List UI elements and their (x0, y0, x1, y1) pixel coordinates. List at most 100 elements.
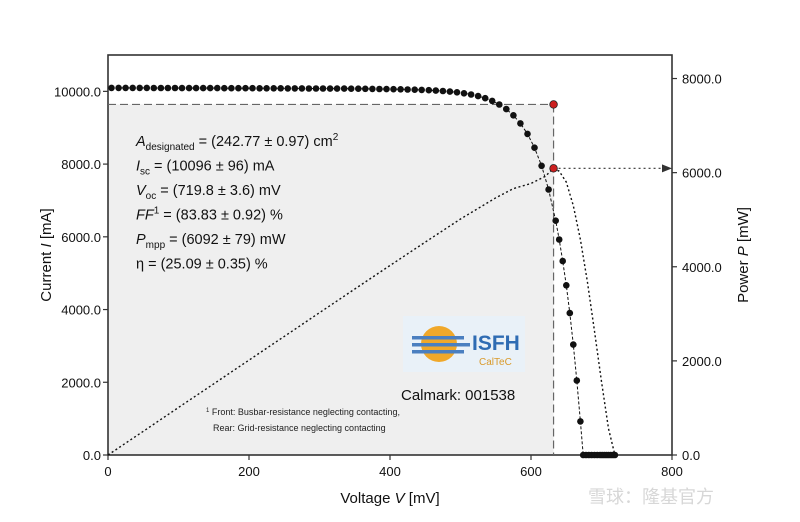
current-data-point (376, 85, 383, 93)
current-data-point (383, 85, 390, 93)
y-axis-right: 0.0 2000.0 4000.0 6000.0 8000.0 (672, 72, 722, 463)
y-tick-label: 10000.0 (54, 84, 101, 99)
current-data-point (510, 112, 517, 119)
current-data-point (545, 186, 552, 193)
current-data-point (577, 418, 584, 425)
current-data-point (192, 84, 200, 92)
current-data-point (524, 130, 531, 138)
current-data-point (503, 105, 510, 113)
current-data-point (129, 84, 136, 92)
current-data-point (559, 257, 566, 265)
current-data-point (171, 84, 179, 92)
current-data-point (517, 120, 524, 127)
current-data-point (326, 85, 334, 92)
calmark-label: Calmark: 001538 (401, 387, 515, 404)
y-axis-left: 0.0 2000.0 4000.0 6000.0 8000.0 10000.0 (54, 84, 108, 463)
current-data-point (566, 309, 574, 317)
param-symbol: η (136, 257, 144, 273)
param-subscript: mpp (146, 240, 166, 251)
current-data-point (164, 84, 172, 92)
current-data-point (270, 85, 278, 92)
y-tick-label: 0.0 (83, 448, 101, 463)
x-axis: 0 200 400 600 800 (104, 455, 683, 479)
param-symbol: A (135, 134, 146, 150)
mpp-current-point (549, 100, 558, 109)
param-symbol: V (136, 183, 147, 199)
current-data-point (277, 85, 285, 92)
current-data-point (263, 85, 270, 92)
current-data-point (397, 86, 404, 93)
mpp-shaded-area (108, 104, 554, 456)
current-data-point (555, 236, 563, 243)
current-data-point (143, 84, 151, 92)
y-axis-right-title: Power P [mW] (735, 207, 752, 303)
axis-title-part: Voltage (340, 490, 394, 507)
current-data-point (136, 84, 143, 92)
param-symbol: I (136, 159, 140, 175)
logo-subtext: CalTeC (479, 357, 512, 368)
y2-tick-label: 6000.0 (682, 166, 722, 181)
current-data-point (312, 85, 320, 92)
axis-title-part: V (395, 490, 407, 507)
current-data-point (362, 85, 369, 93)
current-data-point (369, 85, 376, 93)
current-data-point (355, 85, 362, 92)
current-data-point (319, 85, 327, 92)
current-data-point (404, 86, 411, 93)
param-superscript: 1 (154, 206, 160, 217)
current-data-point (439, 87, 447, 95)
logo-text: ISFH (472, 332, 520, 355)
current-data-point (496, 101, 503, 108)
current-markers (108, 84, 619, 459)
current-data-point (481, 94, 489, 102)
arrow-head-icon (662, 164, 672, 173)
current-data-point (411, 86, 419, 93)
current-data-point (611, 451, 619, 459)
footnote-line-1: Front: Busbar-resistance neglecting cont… (209, 407, 400, 417)
current-data-point (249, 84, 256, 92)
current-data-point (418, 86, 426, 94)
current-data-point (460, 90, 468, 97)
x-axis-title: Voltage V [mV] (340, 490, 439, 507)
param-line: η = (25.09 ± 0.35) % (136, 257, 268, 273)
current-data-point (531, 144, 538, 151)
param-subscript: designated (146, 142, 195, 153)
current-data-point (235, 84, 242, 92)
current-data-point (453, 89, 461, 96)
param-value: = (242.77 ± 0.97) cm (195, 134, 333, 150)
footnote: 1 Front: Busbar-resistance neglecting co… (206, 407, 400, 433)
x-tick-label: 600 (520, 464, 542, 479)
current-data-point (108, 84, 115, 92)
current-data-point (115, 84, 122, 92)
param-value: = (719.8 ± 3.6) mV (156, 183, 281, 199)
current-data-point (122, 84, 129, 92)
current-data-point (390, 85, 397, 93)
param-line: Adesignated = (242.77 ± 0.97) cm2 (135, 132, 339, 153)
current-data-point (488, 97, 496, 105)
svg-text:1 Front: Busbar-resistance neg: 1 Front: Busbar-resistance neglecting co… (206, 407, 400, 417)
current-data-point (228, 84, 235, 92)
param-line: Isc = (10096 ± 96) mA (136, 159, 275, 178)
mpp-power-point (549, 164, 558, 173)
current-data-point (474, 92, 482, 100)
current-data-point (538, 162, 545, 170)
param-subscript: oc (146, 191, 157, 202)
axis-title-part: [mA] (38, 208, 55, 243)
current-data-point (305, 85, 313, 92)
param-value: = (10096 ± 96) mA (150, 159, 275, 175)
param-symbol: FF (136, 208, 155, 224)
current-data-point (150, 84, 158, 92)
x-tick-label: 400 (379, 464, 401, 479)
current-data-point (214, 84, 221, 92)
current-data-point (298, 85, 306, 92)
y2-tick-label: 0.0 (682, 448, 700, 463)
param-value: = (83.83 ± 0.92) % (159, 208, 283, 224)
y-tick-label: 8000.0 (61, 157, 101, 172)
param-symbol: P (136, 232, 146, 248)
current-data-point (242, 84, 249, 92)
axis-title-part: [mV] (405, 490, 440, 507)
y2-tick-label: 8000.0 (682, 72, 722, 87)
current-data-point (284, 85, 292, 92)
x-tick-label: 800 (661, 464, 683, 479)
